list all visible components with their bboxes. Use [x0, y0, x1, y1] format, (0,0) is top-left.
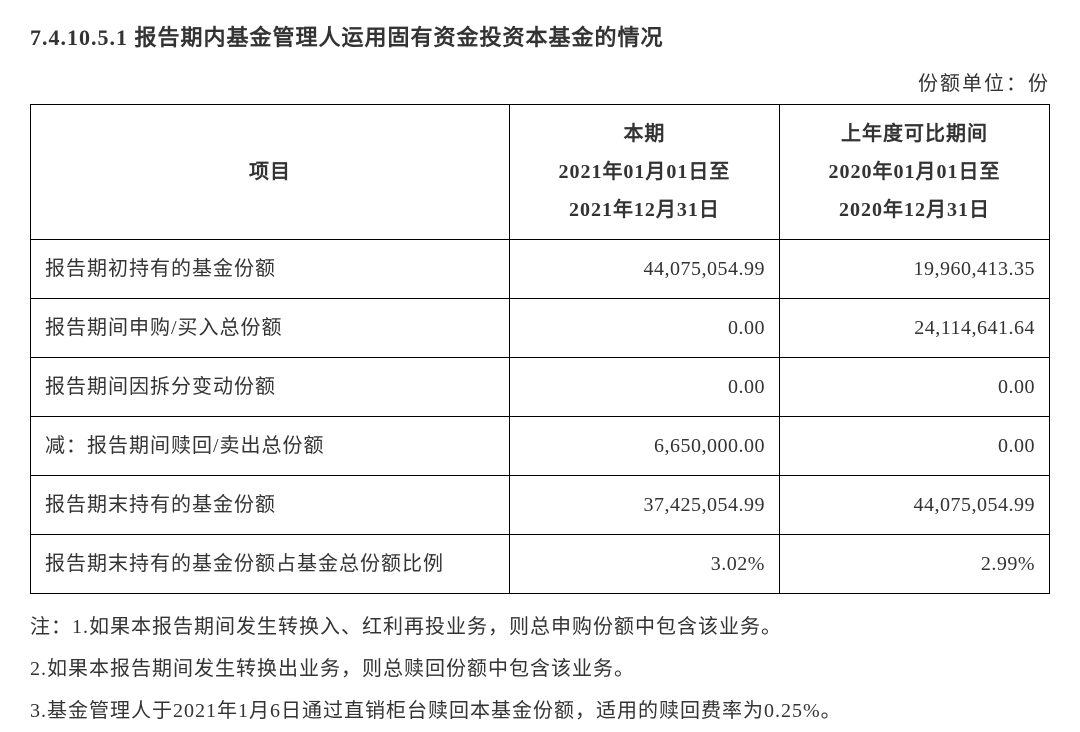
- row-label: 减：报告期间赎回/卖出总份额: [31, 417, 510, 476]
- table-row: 报告期间申购/买入总份额 0.00 24,114,641.64: [31, 299, 1050, 358]
- notes-section: 注：1.如果本报告期间发生转换入、红利再投业务，则总申购份额中包含该业务。 2.…: [30, 606, 1050, 732]
- table-row: 报告期间因拆分变动份额 0.00 0.00: [31, 358, 1050, 417]
- header-prev-line2: 2020年01月01日至: [794, 153, 1035, 191]
- row-value-prev: 0.00: [779, 417, 1049, 476]
- note-3: 3.基金管理人于2021年1月6日通过直销柜台赎回本基金份额，适用的赎回费率为0…: [30, 690, 1050, 732]
- table-row: 报告期初持有的基金份额 44,075,054.99 19,960,413.35: [31, 240, 1050, 299]
- row-value-current: 44,075,054.99: [509, 240, 779, 299]
- row-value-current: 0.00: [509, 299, 779, 358]
- col-header-item: 项目: [31, 105, 510, 240]
- row-label: 报告期末持有的基金份额占基金总份额比例: [31, 535, 510, 594]
- note-1: 注：1.如果本报告期间发生转换入、红利再投业务，则总申购份额中包含该业务。: [30, 606, 1050, 648]
- header-current-line3: 2021年12月31日: [524, 191, 765, 229]
- table-row: 减：报告期间赎回/卖出总份额 6,650,000.00 0.00: [31, 417, 1050, 476]
- header-prev-line3: 2020年12月31日: [794, 191, 1035, 229]
- section-number: 7.4.10.5.1: [30, 25, 128, 50]
- row-value-prev: 0.00: [779, 358, 1049, 417]
- row-label: 报告期初持有的基金份额: [31, 240, 510, 299]
- header-prev-line1: 上年度可比期间: [794, 115, 1035, 153]
- row-value-prev: 44,075,054.99: [779, 476, 1049, 535]
- row-value-current: 0.00: [509, 358, 779, 417]
- col-header-current: 本期 2021年01月01日至 2021年12月31日: [509, 105, 779, 240]
- row-value-prev: 2.99%: [779, 535, 1049, 594]
- row-value-current: 37,425,054.99: [509, 476, 779, 535]
- note-2: 2.如果本报告期间发生转换出业务，则总赎回份额中包含该业务。: [30, 648, 1050, 690]
- table-row: 报告期末持有的基金份额 37,425,054.99 44,075,054.99: [31, 476, 1050, 535]
- header-current-line1: 本期: [524, 115, 765, 153]
- row-value-current: 3.02%: [509, 535, 779, 594]
- section-title: 7.4.10.5.1 报告期内基金管理人运用固有资金投资本基金的情况: [30, 20, 1050, 52]
- fund-investment-table: 项目 本期 2021年01月01日至 2021年12月31日 上年度可比期间 2…: [30, 104, 1050, 594]
- col-header-prev: 上年度可比期间 2020年01月01日至 2020年12月31日: [779, 105, 1049, 240]
- section-title-text: 报告期内基金管理人运用固有资金投资本基金的情况: [135, 25, 664, 50]
- row-label: 报告期间因拆分变动份额: [31, 358, 510, 417]
- table-row: 报告期末持有的基金份额占基金总份额比例 3.02% 2.99%: [31, 535, 1050, 594]
- row-value-current: 6,650,000.00: [509, 417, 779, 476]
- table-header-row: 项目 本期 2021年01月01日至 2021年12月31日 上年度可比期间 2…: [31, 105, 1050, 240]
- row-label: 报告期末持有的基金份额: [31, 476, 510, 535]
- row-value-prev: 24,114,641.64: [779, 299, 1049, 358]
- row-value-prev: 19,960,413.35: [779, 240, 1049, 299]
- header-current-line2: 2021年01月01日至: [524, 153, 765, 191]
- row-label: 报告期间申购/买入总份额: [31, 299, 510, 358]
- unit-label: 份额单位：份: [30, 67, 1050, 96]
